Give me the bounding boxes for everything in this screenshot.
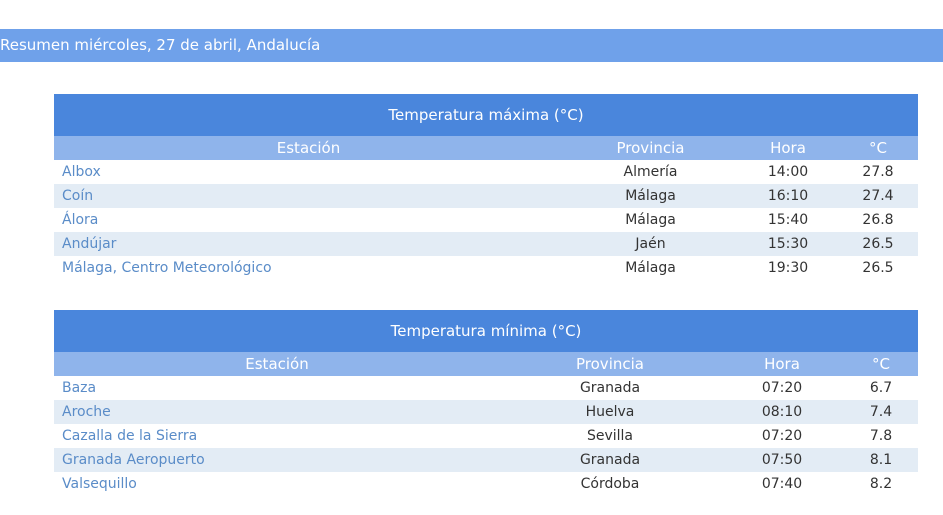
table-cell: 08:10 bbox=[720, 400, 844, 424]
table-cell: 7.4 bbox=[844, 400, 918, 424]
table-cell: 07:50 bbox=[720, 448, 844, 472]
table-cell: Almería bbox=[623, 164, 678, 180]
table-row: Cazalla de la Sierra Sevilla 07:20 7.8 bbox=[54, 424, 918, 448]
table-cell: Huelva bbox=[500, 400, 720, 424]
table-cell: 26.5 bbox=[838, 232, 918, 256]
station-link[interactable]: Aroche bbox=[54, 400, 500, 424]
column-header: °C bbox=[844, 352, 918, 376]
data-table: Temperatura máxima (°C) Estación Provincia… bbox=[54, 94, 918, 280]
table-cell: 14:00 bbox=[767, 164, 809, 180]
column-header: °C bbox=[838, 136, 918, 160]
table-row: Albox Almería 14:00 27.8 bbox=[54, 160, 918, 184]
table-cell: Granada bbox=[579, 380, 641, 396]
table-row: Valsequillo Córdoba 07:40 8.2 bbox=[54, 472, 918, 496]
table-cell: 6.7 bbox=[869, 380, 893, 396]
table-title: Temperatura máxima (°C) bbox=[54, 94, 918, 136]
column-header: Estación bbox=[54, 136, 563, 160]
table-cell: 07:20 bbox=[761, 428, 803, 444]
table-row: Coín Málaga 16:10 27.4 bbox=[54, 184, 918, 208]
table-row: Baza Granada 07:20 6.7 bbox=[54, 376, 918, 400]
station-link[interactable]: Albox bbox=[62, 164, 101, 180]
table-cell: Córdoba bbox=[580, 476, 640, 492]
table-cell: 7.8 bbox=[869, 428, 893, 444]
table-cell: Málaga bbox=[625, 212, 676, 228]
column-header: Hora bbox=[738, 136, 838, 160]
table-cell: Málaga bbox=[563, 184, 738, 208]
table-cell: Jaén bbox=[563, 232, 738, 256]
table-cell: Granada bbox=[500, 448, 720, 472]
table-row: Álora Málaga 15:40 26.8 bbox=[54, 208, 918, 232]
table-cell: 27.8 bbox=[862, 164, 894, 180]
table-cell: 07:20 bbox=[761, 380, 803, 396]
station-link[interactable]: Málaga, Centro Meteorológico bbox=[62, 260, 272, 276]
header-row: Estación Provincia Hora °C bbox=[54, 136, 918, 160]
column-header: Hora bbox=[720, 352, 844, 376]
data-table: Temperatura mínima (°C) Estación Provincia… bbox=[54, 310, 918, 496]
table-cell: 8.1 bbox=[844, 448, 918, 472]
station-link[interactable]: Andújar bbox=[54, 232, 563, 256]
table-row: Granada Aeropuerto Granada 07:50 8.1 bbox=[54, 448, 918, 472]
table-cell: Sevilla bbox=[586, 428, 634, 444]
column-header: Provincia bbox=[500, 352, 720, 376]
table-cell: 07:40 bbox=[761, 476, 803, 492]
table-row: Andújar Jaén 15:30 26.5 bbox=[54, 232, 918, 256]
station-link[interactable]: Álora bbox=[62, 212, 99, 228]
table-cell: 27.4 bbox=[838, 184, 918, 208]
table-cell: 15:40 bbox=[767, 212, 809, 228]
station-link[interactable]: Valsequillo bbox=[62, 476, 137, 492]
column-header: Provincia bbox=[563, 136, 738, 160]
table-cell: 15:30 bbox=[738, 232, 838, 256]
header-row: Estación Provincia Hora °C bbox=[54, 352, 918, 376]
station-link[interactable]: Cazalla de la Sierra bbox=[62, 428, 198, 444]
table-row: Aroche Huelva 08:10 7.4 bbox=[54, 400, 918, 424]
table-cell: 26.5 bbox=[862, 260, 894, 276]
table-cell: 16:10 bbox=[738, 184, 838, 208]
table-cell: 8.2 bbox=[869, 476, 893, 492]
table-cell: 26.8 bbox=[862, 212, 894, 228]
table-title: Temperatura mínima (°C) bbox=[54, 310, 918, 352]
table-row: Málaga, Centro Meteorológico Málaga 19:30 2… bbox=[54, 256, 918, 280]
station-link[interactable]: Granada Aeropuerto bbox=[54, 448, 500, 472]
table-cell: 19:30 bbox=[767, 260, 809, 276]
station-link[interactable]: Coín bbox=[54, 184, 563, 208]
summary-header: Resumen miércoles, 27 de abril, Andalucí… bbox=[0, 29, 943, 62]
column-header: Estación bbox=[54, 352, 500, 376]
station-link[interactable]: Baza bbox=[62, 380, 97, 396]
table-cell: Málaga bbox=[625, 260, 676, 276]
